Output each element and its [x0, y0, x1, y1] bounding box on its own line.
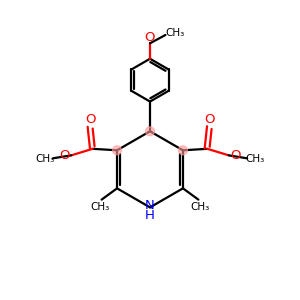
Text: CH₃: CH₃: [35, 154, 54, 164]
Text: CH₃: CH₃: [246, 154, 265, 164]
Text: O: O: [85, 113, 96, 127]
Text: O: O: [59, 149, 70, 162]
Text: O: O: [230, 149, 241, 162]
Circle shape: [112, 146, 122, 155]
Circle shape: [178, 146, 188, 155]
Text: CH₃: CH₃: [190, 202, 209, 212]
Text: O: O: [145, 32, 155, 44]
Text: CH₃: CH₃: [91, 202, 110, 212]
Text: CH₃: CH₃: [166, 28, 185, 38]
Text: O: O: [204, 113, 215, 127]
Circle shape: [146, 127, 154, 136]
Text: N: N: [145, 199, 155, 212]
Text: H: H: [145, 209, 155, 222]
